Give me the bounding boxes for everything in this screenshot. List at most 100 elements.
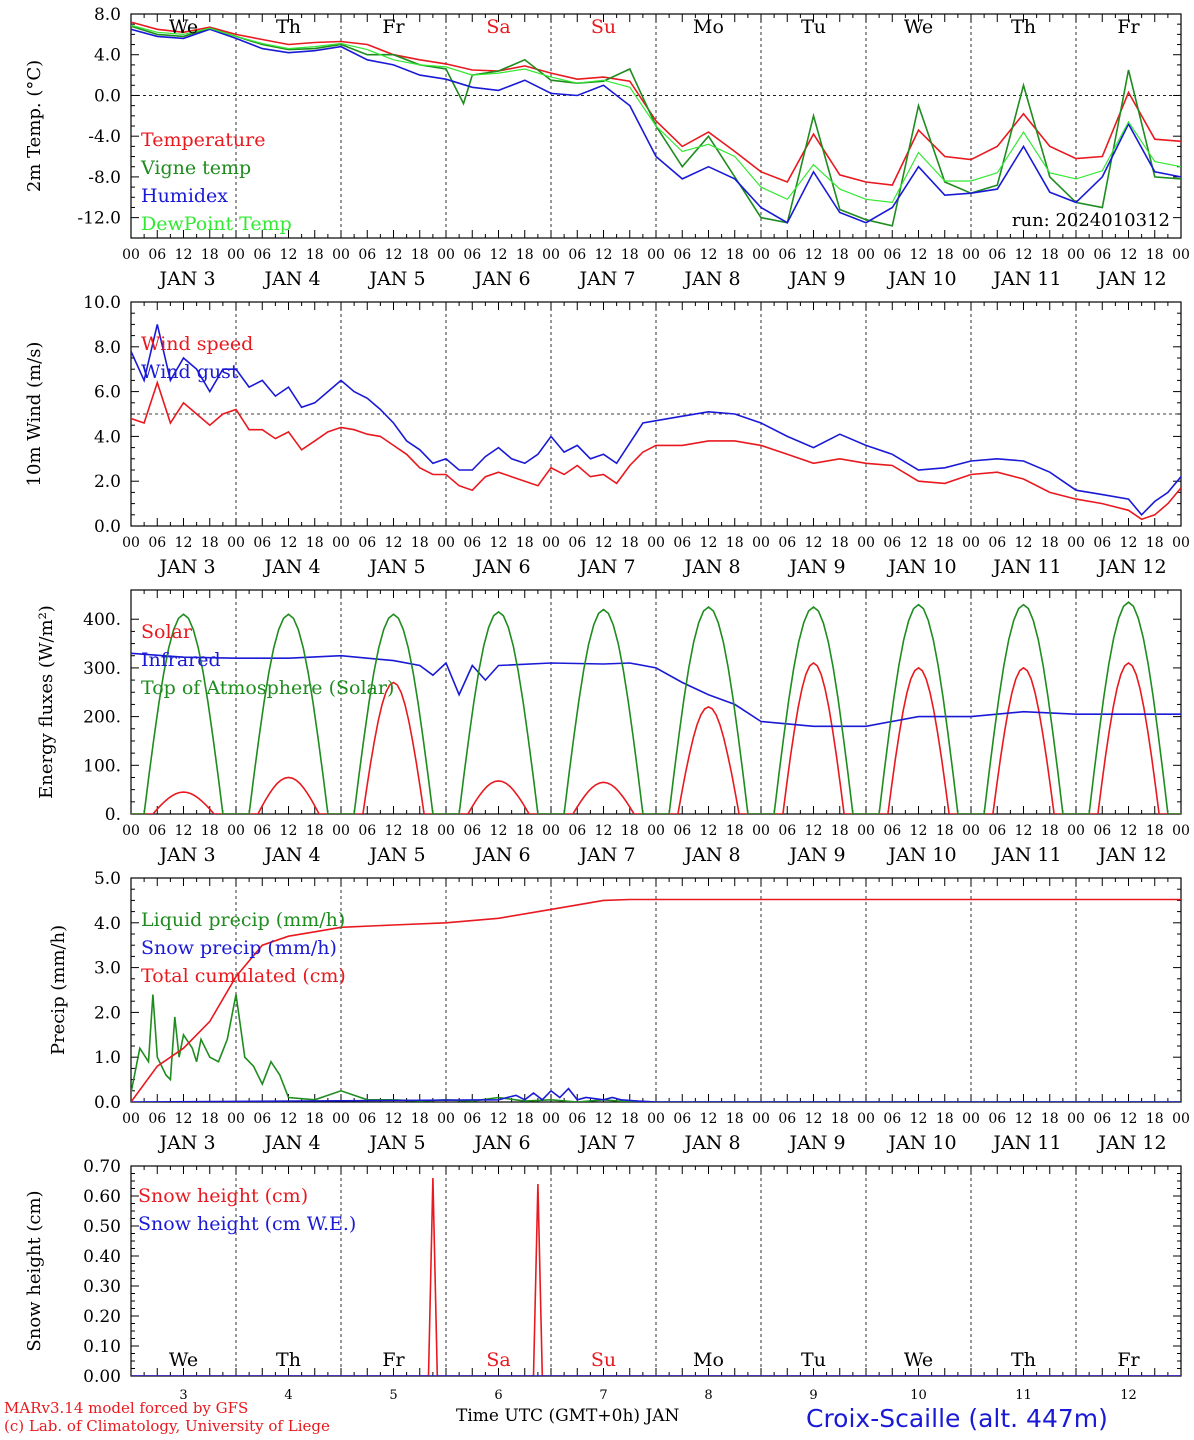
hour-tick-label: 00: [227, 823, 245, 839]
hour-tick-label: 00: [647, 535, 665, 551]
hour-tick-label: 06: [253, 247, 271, 263]
hour-tick-label: 06: [1093, 247, 1111, 263]
hour-tick-label: 00: [752, 823, 770, 839]
hour-tick-label: 18: [936, 1111, 954, 1127]
y-tick-label: 8.0: [94, 338, 121, 358]
hour-tick-label: 18: [1146, 823, 1164, 839]
hour-tick-label: 12: [1015, 823, 1033, 839]
series-group: [131, 324, 1181, 521]
lab-credit: (c) Lab. of Climatology, University of L…: [4, 1417, 330, 1435]
y-axis-label: Snow height (cm): [24, 1190, 45, 1351]
date-label: JAN 5: [367, 268, 425, 290]
hour-tick-label: 00: [647, 247, 665, 263]
hour-tick-label: 18: [306, 1111, 324, 1127]
hour-tick-label: 18: [831, 823, 849, 839]
hour-tick-label: 18: [621, 535, 639, 551]
weekday-label: Sa: [486, 16, 510, 38]
date-label: JAN 3: [157, 556, 215, 578]
legend-entry: Solar: [141, 621, 193, 643]
y-tick-label: 3.0: [94, 959, 121, 979]
date-label: JAN 12: [1096, 1132, 1166, 1154]
hour-tick-label: 06: [988, 1111, 1006, 1127]
hour-tick-label: 18: [306, 823, 324, 839]
series-line-snow-precip-mm-h-: [131, 1087, 1181, 1102]
short-date-label: 3: [179, 1388, 187, 1403]
legend-entry: Liquid precip (mm/h): [141, 909, 345, 931]
hour-tick-label: 12: [595, 1111, 613, 1127]
hour-tick-label: 06: [568, 535, 586, 551]
hour-tick-label: 12: [385, 1111, 403, 1127]
y-tick-label: 0.60: [83, 1187, 121, 1207]
hour-tick-label: 06: [568, 1111, 586, 1127]
y-tick-label: 0.0: [94, 517, 121, 537]
hour-tick-label: 00: [437, 247, 455, 263]
weekday-label: Fr: [1117, 1349, 1140, 1371]
hour-tick-label: 12: [595, 823, 613, 839]
station-title: Croix-Scaille (alt. 447m): [806, 1404, 1108, 1433]
hour-tick-label: 12: [805, 823, 823, 839]
y-tick-label: 0.50: [83, 1217, 121, 1237]
hour-tick-label: 00: [1067, 1111, 1085, 1127]
short-date-label: 7: [599, 1388, 607, 1403]
hour-tick-label: 00: [542, 823, 560, 839]
series-line-dewpoint-temp: [131, 24, 1181, 204]
hour-tick-label: 18: [831, 247, 849, 263]
hour-tick-label: 12: [175, 535, 193, 551]
hour-tick-label: 18: [411, 535, 429, 551]
hour-tick-label: 06: [1093, 535, 1111, 551]
date-label: JAN 9: [787, 556, 845, 578]
hour-tick-label: 18: [1041, 1111, 1059, 1127]
hour-tick-label: 12: [700, 1111, 718, 1127]
date-label: JAN 11: [991, 844, 1061, 866]
y-tick-label: 0.20: [83, 1307, 121, 1327]
series-line-wind-speed: [131, 380, 1181, 521]
hour-tick-label: 06: [673, 823, 691, 839]
legend-entry: Snow height (cm W.E.): [138, 1213, 356, 1235]
hour-tick-label: 06: [568, 247, 586, 263]
short-date-label: 5: [389, 1388, 397, 1403]
y-tick-label: 4.0: [94, 46, 121, 66]
legend-entry: Vigne temp: [140, 157, 251, 179]
hour-tick-label: 18: [621, 1111, 639, 1127]
date-label: JAN 7: [577, 844, 635, 866]
hour-tick-label: 12: [175, 247, 193, 263]
hour-tick-label: 06: [778, 535, 796, 551]
date-label: JAN 3: [157, 844, 215, 866]
hour-tick-label: 12: [1120, 1111, 1138, 1127]
hour-tick-label: 06: [673, 1111, 691, 1127]
weekday-label: Fr: [1117, 16, 1140, 38]
hour-tick-label: 06: [148, 247, 166, 263]
weekday-label: Mo: [693, 1349, 724, 1371]
weekday-label: Th: [1011, 16, 1036, 38]
hour-tick-label: 00: [1067, 535, 1085, 551]
y-tick-label: 8.0: [94, 5, 121, 25]
date-label: JAN 8: [682, 1132, 740, 1154]
hour-tick-label: 00: [122, 823, 140, 839]
panel-5: 0.70 0.60 0.50 0.40 0.30 0.20 0.10 0.00 Snow hei…: [24, 1157, 1182, 1403]
date-label: JAN 3: [157, 1132, 215, 1154]
panel-1: 8.0 4.0 0.0 -4.0 -8.0 -12.0 2m Temp. (°C) 00 06 1…: [24, 5, 1190, 290]
date-label: JAN 7: [577, 556, 635, 578]
y-tick-label: 0.0: [94, 1093, 121, 1113]
date-label: JAN 6: [472, 844, 530, 866]
hour-tick-label: 00: [227, 535, 245, 551]
hour-tick-label: 18: [831, 535, 849, 551]
hour-tick-label: 06: [253, 535, 271, 551]
hour-tick-label: 12: [280, 1111, 298, 1127]
hour-tick-label: 12: [385, 823, 403, 839]
hour-tick-label: 06: [463, 247, 481, 263]
legend-entry: Top of Atmosphere (Solar): [141, 677, 394, 699]
hour-tick-label: 06: [883, 247, 901, 263]
hour-tick-label: 06: [463, 535, 481, 551]
hour-tick-label: 00: [332, 1111, 350, 1127]
legend-entry: Temperature: [141, 129, 265, 151]
series-line-solar: [131, 661, 1181, 814]
hour-tick-label: 18: [516, 1111, 534, 1127]
hour-tick-label: 06: [673, 247, 691, 263]
hour-tick-label: 06: [673, 535, 691, 551]
date-label: JAN 4: [262, 844, 320, 866]
hour-tick-label: 18: [1146, 247, 1164, 263]
date-label: JAN 3: [157, 268, 215, 290]
hour-tick-label: 18: [411, 247, 429, 263]
